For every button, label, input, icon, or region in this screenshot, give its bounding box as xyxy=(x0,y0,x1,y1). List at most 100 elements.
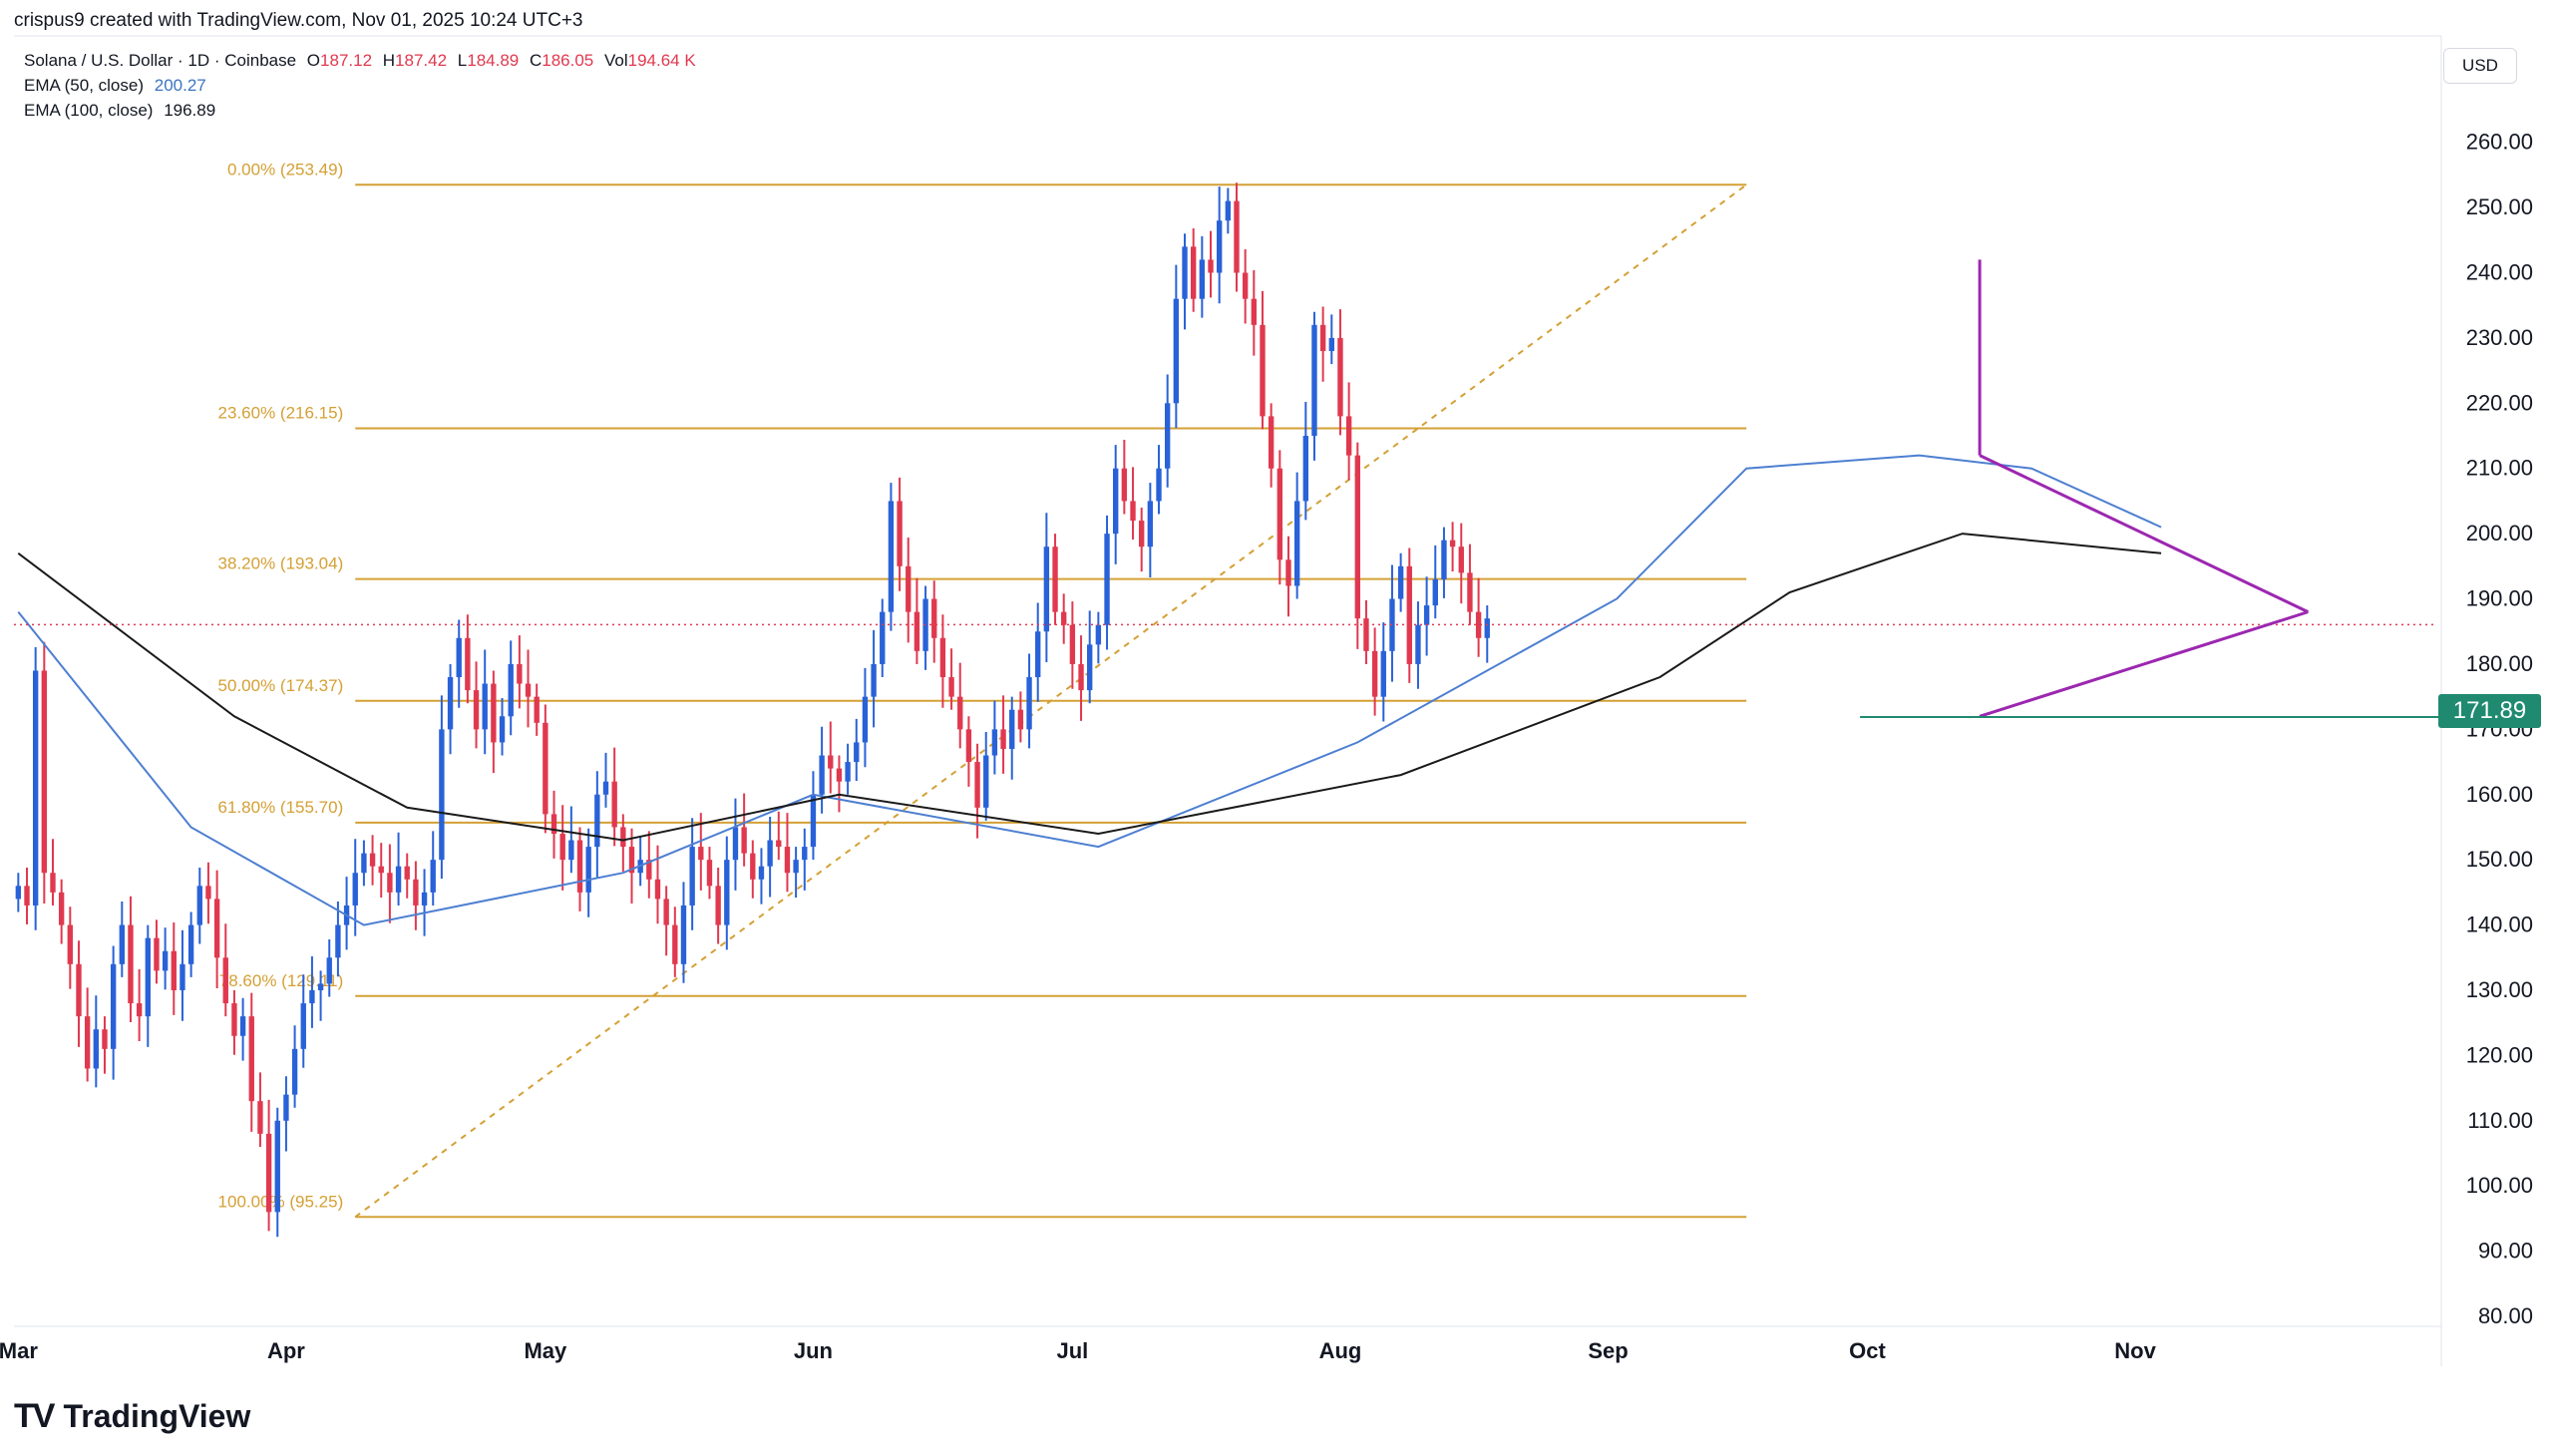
candle-up xyxy=(888,501,895,612)
candle-up xyxy=(1164,403,1171,469)
candle-down xyxy=(265,1133,272,1213)
candle-up xyxy=(854,742,860,763)
candle-down xyxy=(906,565,912,612)
candle-down xyxy=(576,840,583,893)
candle-down xyxy=(1475,611,1482,638)
candle-down xyxy=(213,899,220,958)
candle-down xyxy=(931,598,937,638)
candle-down xyxy=(1276,468,1283,560)
candle-down xyxy=(404,866,410,880)
candle-down xyxy=(1242,272,1249,299)
candle-down xyxy=(465,637,471,691)
volume-label: Vol xyxy=(604,51,628,70)
candle-up xyxy=(300,1003,306,1049)
candle-up xyxy=(1423,605,1430,625)
candle-down xyxy=(1061,611,1067,625)
ema-lines xyxy=(14,454,2433,926)
candle-up xyxy=(568,840,574,861)
open-value: 187.12 xyxy=(320,51,373,70)
x-tick-label: Apr xyxy=(267,1338,305,1363)
candle-up xyxy=(802,847,808,861)
legend-ema50-row[interactable]: EMA (50, close) 200.27 xyxy=(24,73,696,98)
y-tick-label: 110.00 xyxy=(2467,1108,2533,1133)
candle-down xyxy=(1345,416,1352,456)
candle-down xyxy=(413,879,419,906)
axes: 260.00 250.00 240.00 230.00 220.00 210.00 200.… xyxy=(0,130,2533,1363)
candle-down xyxy=(1234,200,1240,273)
symbol-name[interactable]: Solana / U.S. Dollar · 1D · Coinbase xyxy=(24,51,297,70)
y-tick-label: 250.00 xyxy=(2466,194,2533,219)
candle-down xyxy=(1406,565,1412,664)
candle-up xyxy=(1026,677,1032,730)
candle-down xyxy=(559,834,565,861)
support-price-tag: 171.89 xyxy=(2438,694,2541,728)
fib-trend-line xyxy=(354,183,1747,1219)
candle-up xyxy=(1009,709,1015,749)
candle-up xyxy=(1095,624,1102,645)
candle-up xyxy=(1380,650,1386,697)
candle-down xyxy=(534,696,540,723)
y-tick-label: 180.00 xyxy=(2466,651,2533,676)
candle-up xyxy=(793,860,799,874)
candle-up xyxy=(395,866,402,893)
x-tick-label: Oct xyxy=(1849,1338,1886,1363)
candle-down xyxy=(1337,337,1343,417)
candle-up xyxy=(1432,578,1438,606)
candle-up xyxy=(430,860,436,893)
candle-down xyxy=(654,879,661,900)
candle-up xyxy=(585,847,591,893)
candle-down xyxy=(1000,729,1006,749)
candle-up xyxy=(862,696,869,743)
candle-up xyxy=(871,663,877,697)
ema100-line xyxy=(17,533,2162,842)
y-tick-label: 100.00 xyxy=(2466,1173,2533,1198)
candle-up xyxy=(482,683,488,730)
candle-up xyxy=(767,840,773,867)
tradingview-logo[interactable]: TV TradingView xyxy=(14,1396,250,1436)
candle-down xyxy=(1458,546,1464,573)
candle-up xyxy=(1328,337,1334,351)
candle-up xyxy=(991,729,998,756)
high-label: H xyxy=(382,51,396,70)
currency-button[interactable]: USD xyxy=(2443,48,2517,84)
y-tick-label: 120.00 xyxy=(2466,1042,2533,1067)
candle-down xyxy=(248,1016,254,1102)
candle-up xyxy=(810,794,817,848)
candle-down xyxy=(491,683,497,743)
candle-down xyxy=(1069,624,1076,664)
candle-up xyxy=(1156,468,1162,502)
candle-down xyxy=(611,781,617,828)
candle-down xyxy=(369,853,376,867)
candle-down xyxy=(84,1016,91,1069)
y-tick-label: 80.00 xyxy=(2478,1303,2533,1328)
candle-up xyxy=(983,755,989,808)
candle-up xyxy=(110,963,117,1049)
candle-up xyxy=(1043,546,1050,632)
candle-down xyxy=(171,950,177,990)
candle-down xyxy=(1208,259,1214,273)
legend-ema100-row[interactable]: EMA (100, close) 196.89 xyxy=(24,98,696,123)
candle-down xyxy=(698,847,704,861)
y-tick-label: 90.00 xyxy=(2478,1239,2533,1264)
candle-up xyxy=(1397,565,1404,599)
x-tick-label: Nov xyxy=(2114,1338,2156,1363)
candle-down xyxy=(1467,572,1473,612)
candle-up xyxy=(1113,468,1119,535)
candle-up xyxy=(880,611,886,664)
candle-up xyxy=(447,677,454,730)
candle-up xyxy=(1293,501,1300,586)
candle-up xyxy=(421,892,428,906)
candle-down xyxy=(750,853,756,880)
candle-down xyxy=(1285,559,1291,586)
candle-down xyxy=(828,755,834,769)
candle-up xyxy=(1302,436,1308,502)
candle-up xyxy=(1182,246,1188,299)
candle-down xyxy=(1078,663,1084,691)
candle-down xyxy=(628,847,635,874)
candle-down xyxy=(663,899,669,925)
candle-up xyxy=(180,963,185,990)
candle-up xyxy=(845,762,851,782)
candle-up xyxy=(1104,534,1110,625)
candle-up xyxy=(594,794,600,848)
